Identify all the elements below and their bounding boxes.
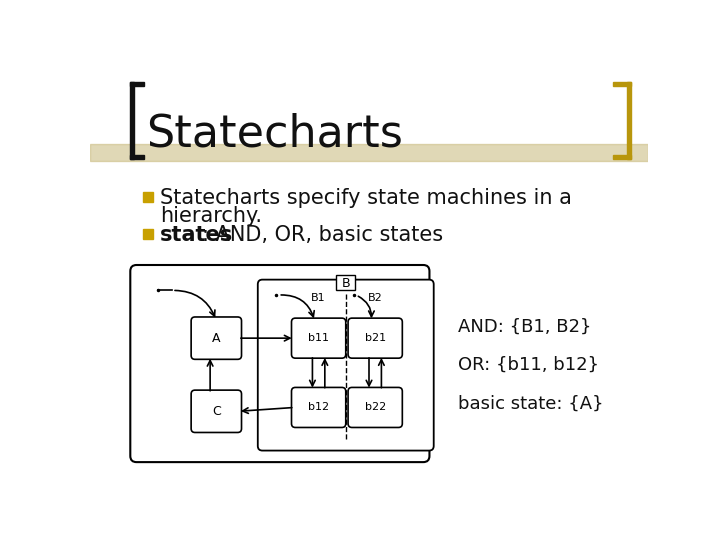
- Text: states: states: [160, 225, 233, 245]
- Text: B1: B1: [311, 293, 326, 303]
- Bar: [613, 82, 631, 85]
- Text: C: C: [212, 405, 221, 418]
- FancyBboxPatch shape: [258, 280, 433, 450]
- Text: b22: b22: [364, 402, 386, 413]
- FancyBboxPatch shape: [348, 387, 402, 428]
- Text: B2: B2: [368, 293, 382, 303]
- FancyBboxPatch shape: [292, 318, 346, 358]
- Bar: [143, 192, 153, 202]
- FancyBboxPatch shape: [130, 265, 429, 462]
- Bar: [336, 275, 355, 291]
- Bar: [143, 229, 153, 239]
- FancyBboxPatch shape: [292, 387, 346, 428]
- Bar: [130, 155, 144, 159]
- FancyBboxPatch shape: [191, 390, 241, 433]
- Text: OR: {b11, b12}: OR: {b11, b12}: [458, 356, 599, 374]
- Text: A: A: [212, 332, 220, 345]
- Bar: [130, 82, 144, 85]
- Bar: [627, 82, 631, 159]
- Bar: [613, 155, 631, 159]
- Bar: [90, 144, 648, 161]
- Text: AND: {B1, B2}: AND: {B1, B2}: [458, 318, 592, 335]
- Bar: [130, 82, 134, 159]
- Text: b21: b21: [364, 333, 386, 343]
- Text: b12: b12: [308, 402, 329, 413]
- Text: b11: b11: [308, 333, 329, 343]
- Text: : AND, OR, basic states: : AND, OR, basic states: [202, 225, 443, 245]
- Text: basic state: {A}: basic state: {A}: [458, 395, 603, 413]
- Text: Statecharts specify state machines in a: Statecharts specify state machines in a: [160, 188, 572, 208]
- FancyBboxPatch shape: [348, 318, 402, 358]
- Text: Statecharts: Statecharts: [145, 113, 402, 156]
- FancyBboxPatch shape: [191, 317, 241, 359]
- Text: B: B: [341, 277, 350, 290]
- Text: hierarchy.: hierarchy.: [160, 206, 262, 226]
